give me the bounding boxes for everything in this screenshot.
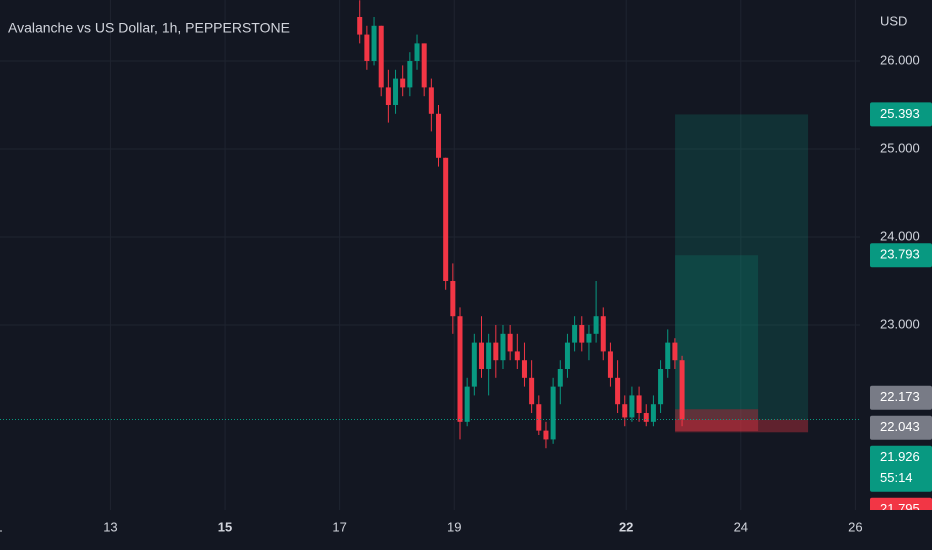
x-tick-label: 26	[848, 519, 862, 534]
stop-loss-zone	[675, 419, 809, 433]
take-profit-zone	[675, 255, 759, 410]
candle-body	[665, 342, 671, 370]
candle-body	[400, 78, 406, 88]
candle-body	[436, 113, 442, 158]
candle-body	[607, 351, 613, 378]
candle-body	[650, 404, 656, 422]
price-label-box	[870, 415, 932, 440]
candle-body	[586, 333, 592, 343]
candle-body	[385, 87, 391, 105]
x-tick-label: 13	[103, 519, 117, 534]
price-label-box	[870, 385, 932, 410]
candle-body	[493, 342, 499, 361]
candle-body	[521, 360, 527, 378]
candle-body	[443, 157, 449, 282]
x-tick-label: 11	[0, 519, 3, 534]
plot-area	[0, 0, 860, 449]
candle-body	[629, 395, 635, 418]
x-tick-label: 22	[619, 519, 633, 534]
price-label-box	[870, 243, 932, 268]
price-label: 23.793	[880, 247, 920, 262]
candle-body	[378, 25, 384, 88]
candle-body	[658, 369, 664, 405]
candle-body	[500, 333, 506, 361]
countdown-label: 55:14	[880, 470, 913, 485]
candle-body	[357, 16, 363, 35]
candle-body	[407, 60, 413, 88]
take-profit-zone	[675, 114, 809, 420]
currency-label: USD	[880, 13, 907, 28]
candle-body	[557, 369, 563, 387]
x-tick-label: 19	[447, 519, 461, 534]
candle-body	[622, 404, 628, 418]
candle-body	[457, 316, 463, 422]
price-label-box	[870, 445, 932, 492]
candle-body	[572, 325, 578, 343]
x-tick-label: 17	[332, 519, 346, 534]
price-axis: 23.000 24.000 25.000 26.000 25.393 23.793 22.1…	[870, 52, 932, 516]
price-label: 22.043	[880, 419, 920, 434]
time-axis: 11 13 15 17 19 22 24 26	[0, 519, 863, 534]
candle-body	[421, 43, 427, 88]
candle-body	[471, 342, 477, 387]
candle-body	[393, 78, 399, 105]
candle-body	[364, 34, 370, 61]
chart-title: Avalanche vs US Dollar, 1h, PEPPERSTONE	[8, 20, 290, 36]
candle-body	[593, 316, 599, 334]
candle-body	[643, 413, 649, 422]
stop-loss-zone	[675, 409, 759, 432]
candle-body	[636, 395, 642, 414]
candle-body	[543, 430, 549, 440]
y-tick-label: 26.000	[880, 52, 920, 67]
grid	[0, 0, 860, 510]
price-label: 22.173	[880, 389, 920, 404]
candle-body	[579, 325, 585, 343]
y-tick-label: 23.000	[880, 316, 920, 331]
candle-body	[536, 404, 542, 431]
candle-body	[529, 377, 535, 405]
y-tick-label: 24.000	[880, 228, 920, 243]
candle-body	[371, 25, 377, 61]
candle-body	[414, 43, 420, 61]
candle-body	[564, 342, 570, 370]
candle-body	[679, 360, 685, 420]
price-label: 21.795	[880, 501, 920, 516]
x-tick-label: 24	[734, 519, 748, 534]
candle-body	[486, 342, 492, 370]
candle-body	[600, 316, 606, 352]
y-tick-label: 25.000	[880, 140, 920, 155]
candle-body	[428, 87, 434, 114]
x-tick-label: 15	[218, 519, 232, 534]
price-label: 21.926	[880, 449, 920, 464]
candle-body	[615, 377, 621, 405]
candle-body	[464, 386, 470, 422]
price-label-box	[870, 497, 932, 510]
candle-body	[672, 342, 678, 361]
candle-body	[450, 281, 456, 317]
candle-body	[514, 351, 520, 361]
price-label-box	[870, 102, 932, 127]
price-label: 25.393	[880, 106, 920, 121]
candle-body	[507, 333, 513, 352]
candle-body	[478, 342, 484, 370]
candle-body	[550, 386, 556, 440]
